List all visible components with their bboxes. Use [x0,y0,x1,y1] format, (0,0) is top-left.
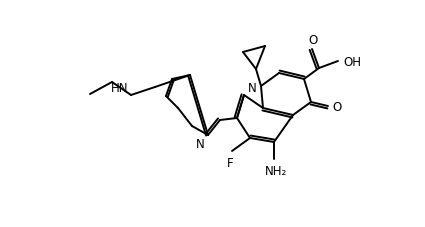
Text: O: O [309,34,317,47]
Text: N: N [248,81,257,94]
Text: NH₂: NH₂ [265,164,287,177]
Text: OH: OH [343,56,361,69]
Text: N: N [196,137,205,150]
Text: HN: HN [110,82,128,95]
Text: F: F [227,156,233,169]
Text: O: O [332,101,341,114]
